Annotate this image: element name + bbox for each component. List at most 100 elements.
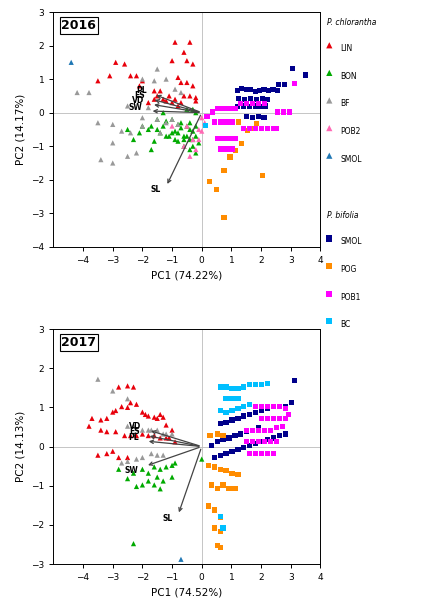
Point: [244, 125, 251, 135]
Point: [186, 37, 194, 47]
Point: [183, 121, 190, 131]
Point: [162, 118, 170, 128]
Point: [157, 128, 164, 137]
Point: [189, 135, 196, 145]
Point: [106, 71, 113, 80]
Text: VD: VD: [132, 97, 144, 106]
Point: [157, 410, 164, 419]
Point: [186, 145, 194, 154]
Point: [160, 108, 167, 118]
Point: [73, 88, 81, 97]
Point: [139, 121, 146, 131]
Point: [160, 451, 167, 460]
Point: [189, 59, 196, 69]
Point: [252, 439, 259, 448]
Point: [85, 88, 93, 97]
Point: [249, 425, 256, 435]
Point: [180, 91, 187, 101]
Point: [192, 108, 199, 118]
Point: [109, 138, 116, 148]
Point: [273, 423, 280, 433]
Point: [326, 289, 333, 298]
Point: [178, 98, 185, 107]
Point: [279, 421, 286, 431]
Point: [222, 407, 230, 417]
Point: [180, 131, 187, 141]
Text: ES: ES: [134, 91, 145, 100]
Point: [258, 437, 265, 446]
Point: [217, 419, 224, 428]
Point: [186, 118, 194, 128]
Point: [109, 407, 116, 417]
Point: [127, 128, 134, 137]
Point: [249, 425, 256, 435]
Point: [210, 523, 218, 533]
Point: [240, 101, 247, 111]
Point: [178, 123, 185, 133]
Point: [174, 128, 182, 137]
Point: [217, 527, 224, 536]
X-axis label: PC1 (74.22%): PC1 (74.22%): [151, 271, 222, 280]
Point: [214, 134, 221, 143]
Point: [148, 121, 155, 131]
Point: [162, 429, 170, 439]
Point: [68, 58, 75, 67]
Point: [214, 437, 221, 446]
Text: BF: BF: [340, 99, 350, 108]
Point: [255, 437, 262, 446]
Point: [231, 484, 239, 494]
Point: [180, 142, 187, 151]
Point: [227, 104, 234, 113]
Point: [258, 413, 265, 423]
Point: [206, 431, 214, 440]
Point: [192, 96, 199, 106]
Point: [121, 59, 128, 69]
Point: [288, 398, 295, 407]
Point: [228, 394, 235, 404]
Point: [169, 121, 176, 131]
Point: [195, 138, 202, 148]
Point: [145, 103, 152, 112]
Point: [222, 418, 230, 427]
Point: [286, 107, 293, 117]
Point: [226, 433, 233, 443]
Point: [89, 413, 96, 423]
Point: [183, 131, 190, 141]
Point: [145, 98, 152, 107]
Text: SW: SW: [124, 466, 138, 475]
Point: [264, 435, 271, 445]
Point: [234, 86, 241, 95]
Point: [240, 124, 247, 134]
Point: [256, 86, 263, 95]
Point: [154, 472, 161, 482]
X-axis label: PC1 (74.52%): PC1 (74.52%): [151, 587, 222, 598]
Point: [162, 131, 170, 141]
Point: [178, 88, 185, 97]
Point: [210, 462, 218, 472]
Point: [261, 98, 268, 108]
Point: [228, 144, 235, 154]
Point: [109, 158, 116, 168]
Point: [162, 116, 170, 126]
Point: [174, 119, 182, 129]
Point: [151, 462, 158, 472]
Point: [189, 127, 196, 136]
Point: [121, 431, 128, 440]
Point: [162, 420, 170, 430]
Point: [162, 462, 170, 472]
Text: P. bifolia: P. bifolia: [327, 211, 359, 220]
Point: [174, 101, 182, 111]
Point: [251, 101, 259, 111]
Point: [112, 406, 119, 415]
Point: [183, 77, 190, 87]
Point: [326, 317, 333, 326]
Point: [189, 81, 196, 91]
Text: PL: PL: [136, 86, 147, 95]
Point: [252, 407, 259, 417]
Point: [109, 386, 116, 396]
Point: [273, 124, 280, 134]
Point: [109, 119, 116, 129]
Point: [139, 425, 146, 435]
Point: [210, 453, 218, 463]
Point: [228, 406, 235, 415]
